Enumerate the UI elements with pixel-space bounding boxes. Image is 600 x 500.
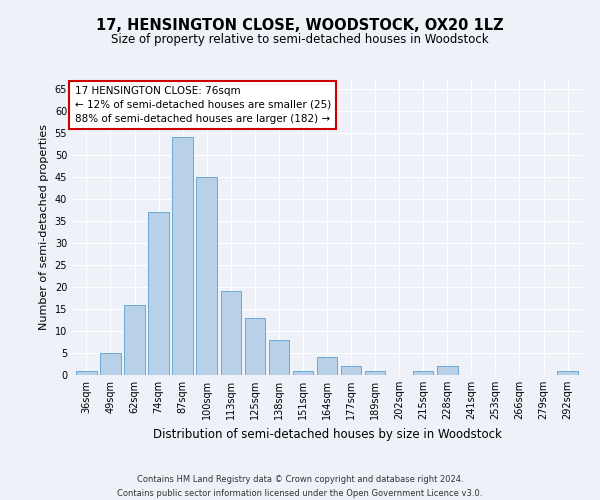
Bar <box>341 366 361 375</box>
Text: 17, HENSINGTON CLOSE, WOODSTOCK, OX20 1LZ: 17, HENSINGTON CLOSE, WOODSTOCK, OX20 1L… <box>96 18 504 32</box>
Bar <box>124 304 145 375</box>
Text: Size of property relative to semi-detached houses in Woodstock: Size of property relative to semi-detach… <box>111 32 489 46</box>
Bar <box>172 137 193 375</box>
Bar <box>245 318 265 375</box>
Text: 17 HENSINGTON CLOSE: 76sqm
← 12% of semi-detached houses are smaller (25)
88% of: 17 HENSINGTON CLOSE: 76sqm ← 12% of semi… <box>74 86 331 124</box>
Bar <box>317 358 337 375</box>
Bar <box>413 370 433 375</box>
Bar <box>76 370 97 375</box>
Bar <box>293 370 313 375</box>
Bar <box>557 370 578 375</box>
Bar <box>365 370 385 375</box>
Bar <box>437 366 458 375</box>
Y-axis label: Number of semi-detached properties: Number of semi-detached properties <box>39 124 49 330</box>
Bar <box>100 353 121 375</box>
Bar <box>148 212 169 375</box>
Text: Contains HM Land Registry data © Crown copyright and database right 2024.
Contai: Contains HM Land Registry data © Crown c… <box>118 476 482 498</box>
X-axis label: Distribution of semi-detached houses by size in Woodstock: Distribution of semi-detached houses by … <box>152 428 502 440</box>
Bar <box>196 177 217 375</box>
Bar <box>269 340 289 375</box>
Bar <box>221 292 241 375</box>
